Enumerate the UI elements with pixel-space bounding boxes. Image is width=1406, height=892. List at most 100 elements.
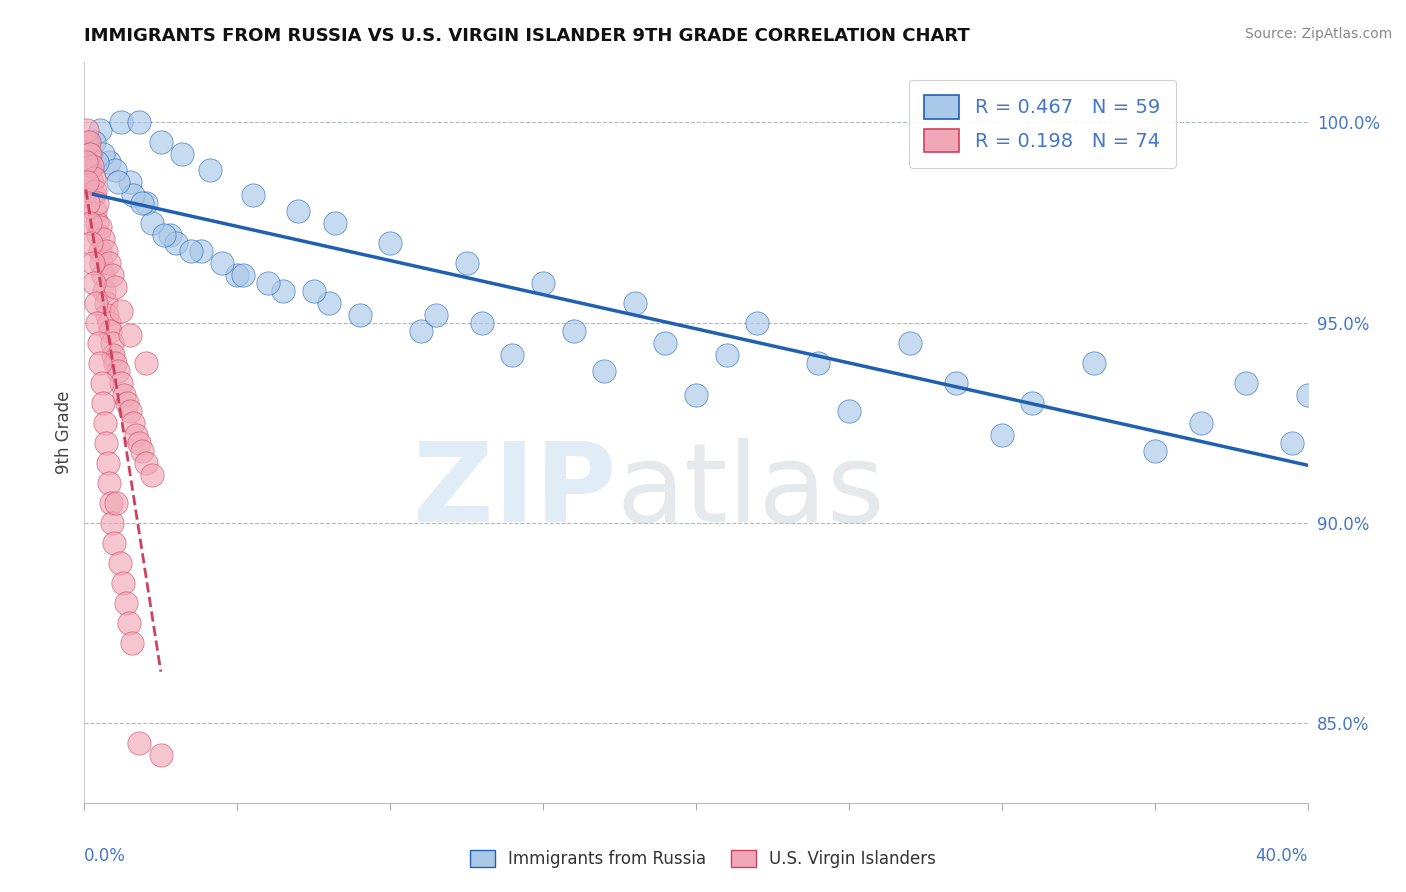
Point xyxy=(84,203,107,218)
Text: Source: ZipAtlas.com: Source: ZipAtlas.com xyxy=(1244,27,1392,41)
Point xyxy=(807,355,830,369)
Point xyxy=(114,596,136,610)
Point xyxy=(103,535,125,549)
Point xyxy=(96,435,118,450)
Point xyxy=(77,136,100,150)
Point xyxy=(685,387,707,401)
Text: 40.0%: 40.0% xyxy=(1256,847,1308,865)
Point xyxy=(91,268,114,282)
Point xyxy=(716,348,738,362)
Point xyxy=(103,348,125,362)
Point xyxy=(1236,376,1258,390)
Point xyxy=(165,235,187,250)
Point xyxy=(112,387,135,401)
Point xyxy=(86,195,108,210)
Point xyxy=(425,308,447,322)
Point xyxy=(110,303,132,318)
Point xyxy=(105,496,128,510)
Point xyxy=(97,456,120,470)
Point xyxy=(104,279,127,293)
Point xyxy=(135,456,157,470)
Point xyxy=(87,335,110,350)
Point xyxy=(96,308,118,322)
Point xyxy=(226,268,249,282)
Point xyxy=(80,176,103,190)
Point xyxy=(108,556,131,570)
Point xyxy=(131,443,153,458)
Point xyxy=(120,176,142,190)
Point xyxy=(128,115,150,129)
Point xyxy=(98,475,121,490)
Point xyxy=(84,295,107,310)
Point xyxy=(135,355,157,369)
Point xyxy=(562,324,585,338)
Point xyxy=(89,123,111,137)
Point xyxy=(97,255,120,269)
Point xyxy=(104,163,127,178)
Point xyxy=(93,284,115,298)
Point xyxy=(135,195,157,210)
Point xyxy=(198,163,221,178)
Point xyxy=(97,316,120,330)
Point xyxy=(141,215,163,229)
Point xyxy=(101,335,124,350)
Point xyxy=(172,147,194,161)
Point xyxy=(79,215,101,229)
Text: ZIP: ZIP xyxy=(413,438,616,545)
Point xyxy=(94,295,117,310)
Point xyxy=(624,295,647,310)
Point xyxy=(120,327,142,342)
Point xyxy=(79,147,101,161)
Point xyxy=(1281,435,1303,450)
Point xyxy=(180,244,202,258)
Point xyxy=(89,244,111,258)
Point xyxy=(107,176,129,190)
Point xyxy=(90,255,112,269)
Point xyxy=(471,316,494,330)
Text: atlas: atlas xyxy=(616,438,884,545)
Point xyxy=(80,160,103,174)
Point xyxy=(94,416,117,430)
Point xyxy=(91,231,114,245)
Point xyxy=(91,376,114,390)
Point xyxy=(323,215,346,229)
Point xyxy=(118,615,141,630)
Point xyxy=(101,268,124,282)
Point xyxy=(242,187,264,202)
Point xyxy=(149,747,172,762)
Point xyxy=(110,376,132,390)
Point xyxy=(83,276,105,290)
Point xyxy=(111,575,134,590)
Point xyxy=(1189,416,1212,430)
Point xyxy=(1296,387,1319,401)
Point xyxy=(747,316,769,330)
Point xyxy=(91,395,114,409)
Point xyxy=(79,163,101,178)
Point xyxy=(94,244,117,258)
Point xyxy=(84,184,107,198)
Point xyxy=(159,227,181,242)
Point xyxy=(302,284,325,298)
Point xyxy=(104,355,127,369)
Point xyxy=(349,308,371,322)
Point xyxy=(91,147,114,161)
Point xyxy=(77,195,100,210)
Point xyxy=(271,284,294,298)
Point xyxy=(211,255,233,269)
Point xyxy=(122,416,145,430)
Point xyxy=(991,427,1014,442)
Point xyxy=(76,176,98,190)
Point xyxy=(125,427,148,442)
Point xyxy=(115,395,138,409)
Point xyxy=(128,435,150,450)
Point xyxy=(97,155,120,169)
Y-axis label: 9th Grade: 9th Grade xyxy=(55,391,73,475)
Text: IMMIGRANTS FROM RUSSIA VS U.S. VIRGIN ISLANDER 9TH GRADE CORRELATION CHART: IMMIGRANTS FROM RUSSIA VS U.S. VIRGIN IS… xyxy=(84,27,970,45)
Point xyxy=(318,295,340,310)
Point xyxy=(502,348,524,362)
Point xyxy=(128,736,150,750)
Point xyxy=(76,123,98,137)
Point xyxy=(100,496,122,510)
Point xyxy=(257,276,280,290)
Point xyxy=(82,255,104,269)
